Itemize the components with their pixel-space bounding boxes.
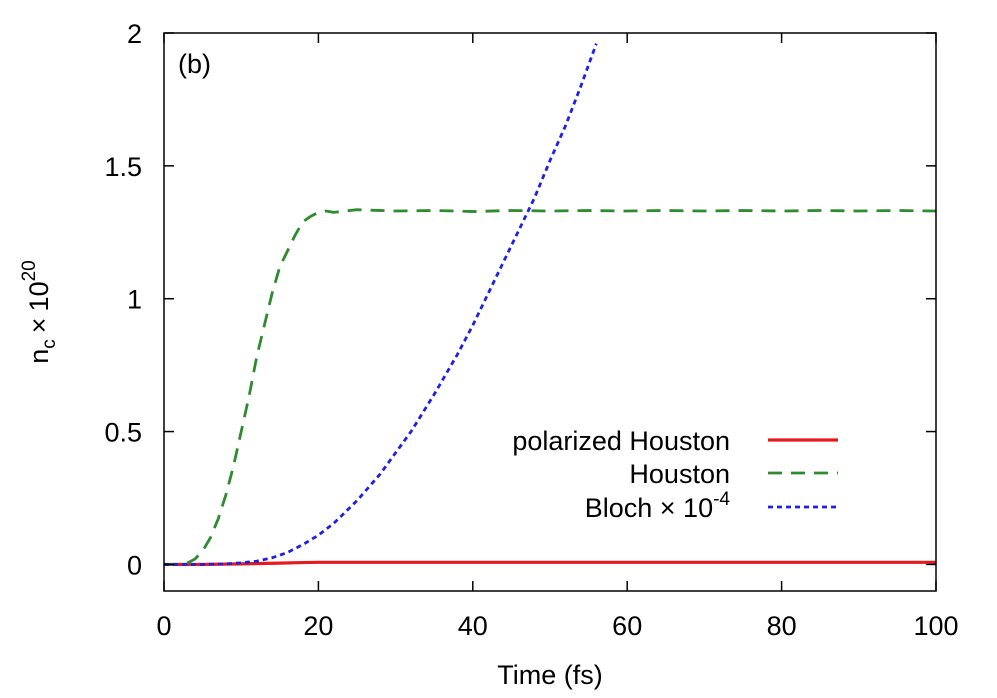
- series-line-2: [164, 208, 936, 566]
- x-tick-label: 20: [303, 611, 333, 641]
- y-tick-label: 1: [127, 285, 142, 315]
- x-tick-label: 40: [458, 611, 488, 641]
- legend-label-times: ×: [660, 493, 676, 523]
- y-tick-label: 0.5: [104, 418, 142, 448]
- y-tick-label: 0: [127, 550, 142, 580]
- y-axis-title: nc × 1020: [19, 260, 60, 364]
- y-axis-title-text: nc × 1020: [19, 260, 60, 364]
- series-line-1: [164, 560, 936, 567]
- series-line-3: [164, 43, 598, 566]
- legend-label-exponent: -4: [713, 489, 730, 510]
- panel-label: (b): [178, 49, 211, 79]
- x-tick-label: 100: [913, 611, 958, 641]
- legend-label-3: Bloch × 10-4: [585, 489, 731, 523]
- x-tick-label: 0: [156, 611, 171, 641]
- axes: 0 20 40 60 80 100 0 0.5 1 1.5 2: [104, 19, 958, 641]
- plot-frame: [163, 32, 937, 592]
- x-tick-label: 60: [612, 611, 642, 641]
- x-tick-label: 80: [767, 611, 797, 641]
- y-axis-title-subscript: c: [39, 339, 60, 349]
- x-axis-title: Time (fs): [497, 660, 602, 690]
- y-axis-title-times: ×: [24, 317, 54, 333]
- legend-label-base: Bloch: [585, 493, 660, 523]
- y-axis-title-exponent: 20: [19, 260, 40, 281]
- legend-label-2: Houston: [629, 459, 730, 489]
- legend-label-1: polarized Houston: [512, 426, 730, 456]
- y-tick-label: 1.5: [104, 152, 142, 182]
- y-tick-label: 2: [127, 19, 142, 49]
- y-axis-title-base: n: [24, 349, 54, 364]
- legend-label-mantissa: 10: [676, 493, 714, 523]
- plot-area: [164, 43, 936, 567]
- y-axis-title-mantissa: 10: [24, 281, 54, 311]
